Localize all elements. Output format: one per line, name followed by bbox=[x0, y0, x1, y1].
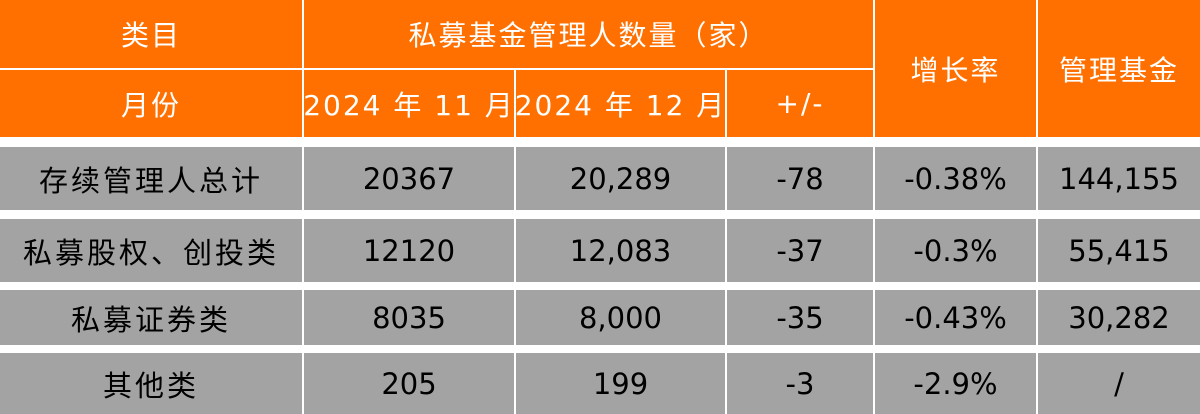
row-growth: -0.38% bbox=[873, 147, 1036, 210]
header-separator bbox=[0, 137, 1200, 147]
row-funds: 144,155 bbox=[1036, 147, 1200, 210]
row-category: 存续管理人总计 bbox=[0, 147, 302, 210]
row-category: 私募证券类 bbox=[0, 290, 302, 345]
row-divider bbox=[0, 282, 1200, 290]
row-dec: 8,000 bbox=[514, 290, 725, 345]
header-category: 类目 bbox=[0, 0, 302, 68]
row-growth: -0.43% bbox=[873, 290, 1036, 345]
row-change: -3 bbox=[725, 353, 873, 414]
header-count-group: 私募基金管理人数量（家） bbox=[302, 0, 873, 68]
header-change: +/- bbox=[725, 70, 873, 137]
row-funds: / bbox=[1036, 353, 1200, 414]
row-growth: -2.9% bbox=[873, 353, 1036, 414]
row-growth: -0.3% bbox=[873, 219, 1036, 282]
row-nov: 12120 bbox=[302, 219, 514, 282]
row-nov: 8035 bbox=[302, 290, 514, 345]
row-nov: 20367 bbox=[302, 147, 514, 210]
row-divider bbox=[0, 210, 1200, 219]
row-dec: 12,083 bbox=[514, 219, 725, 282]
row-dec: 20,289 bbox=[514, 147, 725, 210]
row-change: -35 bbox=[725, 290, 873, 345]
row-funds: 30,282 bbox=[1036, 290, 1200, 345]
row-change: -78 bbox=[725, 147, 873, 210]
header-growth: 增长率 bbox=[873, 0, 1036, 137]
header-month: 月份 bbox=[0, 70, 302, 137]
row-category: 其他类 bbox=[0, 353, 302, 414]
row-change: -37 bbox=[725, 219, 873, 282]
header-dec: 2024 年 12 月 bbox=[514, 70, 725, 137]
header-funds: 管理基金 bbox=[1036, 0, 1200, 137]
row-nov: 205 bbox=[302, 353, 514, 414]
header-nov: 2024 年 11 月 bbox=[302, 70, 514, 137]
row-funds: 55,415 bbox=[1036, 219, 1200, 282]
row-dec: 199 bbox=[514, 353, 725, 414]
row-category: 私募股权、创投类 bbox=[0, 219, 302, 282]
row-divider bbox=[0, 345, 1200, 353]
